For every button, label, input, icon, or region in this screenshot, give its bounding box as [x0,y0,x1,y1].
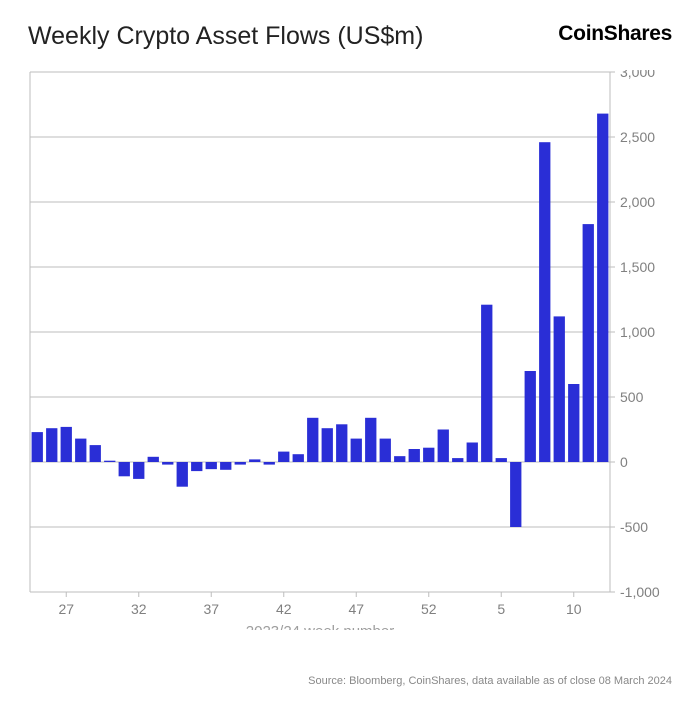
header: Weekly Crypto Asset Flows (US$m) CoinSha… [0,0,700,51]
svg-text:0: 0 [620,454,628,470]
svg-text:2,500: 2,500 [620,129,655,145]
svg-text:3,000: 3,000 [620,70,655,80]
svg-text:42: 42 [276,601,292,617]
svg-text:10: 10 [566,601,582,617]
svg-text:1,000: 1,000 [620,324,655,340]
chart-title: Weekly Crypto Asset Flows (US$m) [28,22,423,51]
svg-text:2,000: 2,000 [620,194,655,210]
source-caption: Source: Bloomberg, CoinShares, data avai… [308,675,672,687]
svg-text:52: 52 [421,601,437,617]
svg-text:-500: -500 [620,519,648,535]
svg-text:5: 5 [497,601,505,617]
svg-text:47: 47 [348,601,364,617]
svg-text:1,500: 1,500 [620,259,655,275]
svg-text:32: 32 [131,601,147,617]
svg-text:2023/24 week number: 2023/24 week number [246,623,394,630]
svg-text:37: 37 [203,601,219,617]
chart-container: -1,000 -500 0 500 1,000 1,500 2,000 2,500 3,000 2… [28,70,672,630]
bar-chart: -1,000 -500 0 500 1,000 1,500 2,000 2,500 3,000 2… [28,70,672,630]
brand-logo: CoinShares [558,22,672,46]
svg-text:-1,000: -1,000 [620,584,660,600]
svg-text:500: 500 [620,389,644,405]
svg-text:27: 27 [58,601,74,617]
